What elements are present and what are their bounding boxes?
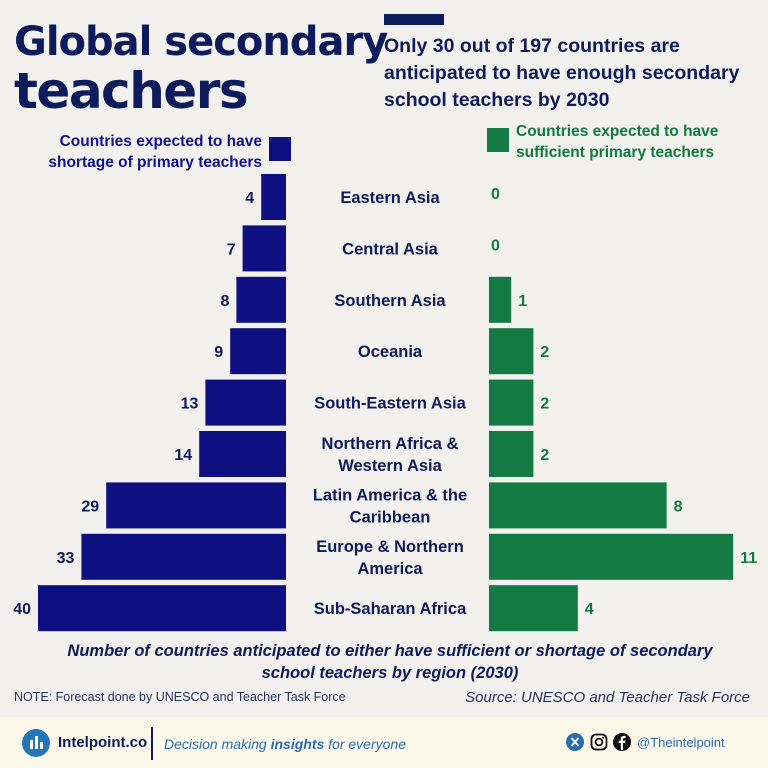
shortage-bar [236, 276, 286, 323]
shortage-value-label: 40 [13, 601, 31, 618]
shortage-value-label: 14 [174, 447, 192, 464]
shortage-value-label: 13 [181, 396, 199, 413]
instagram-icon[interactable] [590, 733, 608, 751]
page-title: Global secondary teachers [14, 19, 388, 120]
category-label: Sub-Saharan Africa [314, 600, 467, 618]
sufficient-value-label: 0 [491, 237, 500, 254]
sufficient-bar [489, 533, 734, 580]
sufficient-bar [489, 379, 534, 426]
category-label-line: America [357, 560, 423, 578]
tagline: Decision making insights for everyone [164, 736, 406, 752]
category-label: Eastern Asia [340, 189, 440, 207]
sufficient-bar [489, 328, 534, 375]
shortage-bar [205, 379, 286, 426]
shortage-value-label: 8 [220, 293, 229, 310]
title-line-2: teachers [14, 62, 249, 120]
sufficient-bar [489, 276, 512, 323]
shortage-bar [242, 225, 286, 272]
title-line-1: Global secondary [14, 19, 388, 65]
legend-shortage-label: Countries expected to have shortage of p… [48, 133, 262, 171]
sufficient-value-label: 0 [491, 186, 500, 203]
legend-sufficient-label: Countries expected to have sufficient pr… [516, 123, 719, 161]
sufficient-bar [489, 585, 578, 632]
sufficient-value-label: 8 [674, 498, 683, 515]
category-label: Europe & Northern America [316, 538, 464, 578]
legend-shortage-swatch [269, 137, 291, 161]
sufficient-value-label: 4 [585, 601, 594, 618]
accent-bar [384, 14, 444, 25]
category-label-line: Northern Africa & [322, 435, 459, 453]
category-label-line: Caribbean [350, 508, 431, 526]
sufficient-value-label: 2 [540, 344, 549, 361]
x-icon[interactable] [566, 733, 584, 751]
shortage-bar [81, 533, 287, 580]
brand-name[interactable]: Intelpoint.co [58, 734, 148, 751]
facebook-icon[interactable] [613, 733, 631, 751]
category-label-line: Europe & Northern [316, 538, 464, 556]
sufficient-value-label: 11 [740, 550, 757, 567]
sufficient-bar [489, 431, 534, 477]
category-label: Latin America & the Caribbean [313, 486, 467, 526]
shortage-value-label: 33 [57, 550, 75, 567]
shortage-bar [199, 431, 286, 477]
shortage-value-label: 9 [214, 344, 223, 361]
legend-sufficient-swatch [487, 128, 509, 152]
sufficient-value-label: 2 [540, 447, 549, 464]
chart-caption: Number of countries anticipated to eithe… [67, 642, 713, 682]
category-label: Southern Asia [334, 292, 446, 310]
shortage-value-label: 4 [245, 190, 254, 207]
sufficient-value-label: 1 [518, 293, 527, 310]
subtitle: Only 30 out of 197 countries are anticip… [384, 35, 740, 111]
source: Source: UNESCO and Teacher Task Force [465, 689, 750, 706]
shortage-bar [106, 482, 286, 529]
shortage-bar [38, 585, 286, 632]
shortage-value-label: 7 [227, 241, 236, 258]
footer-divider [151, 727, 153, 760]
shortage-bar [230, 328, 286, 375]
sufficient-value-label: 2 [540, 396, 549, 413]
category-label: Oceania [358, 343, 423, 361]
category-label: South-Eastern Asia [314, 395, 466, 413]
category-label-line: Western Asia [338, 457, 442, 475]
intelpoint-logo-icon [22, 729, 50, 757]
category-label: Northern Africa & Western Asia [322, 435, 459, 475]
category-label: Central Asia [342, 240, 438, 258]
social-handle[interactable]: @Theintelpoint [637, 735, 725, 750]
category-label-line: Latin America & the [313, 486, 467, 504]
note: NOTE: Forecast done by UNESCO and Teache… [14, 690, 346, 704]
footer: Intelpoint.co Decision making insights f… [0, 717, 768, 768]
shortage-value-label: 29 [81, 498, 99, 515]
shortage-bar [261, 174, 286, 220]
sufficient-bar [489, 482, 667, 529]
